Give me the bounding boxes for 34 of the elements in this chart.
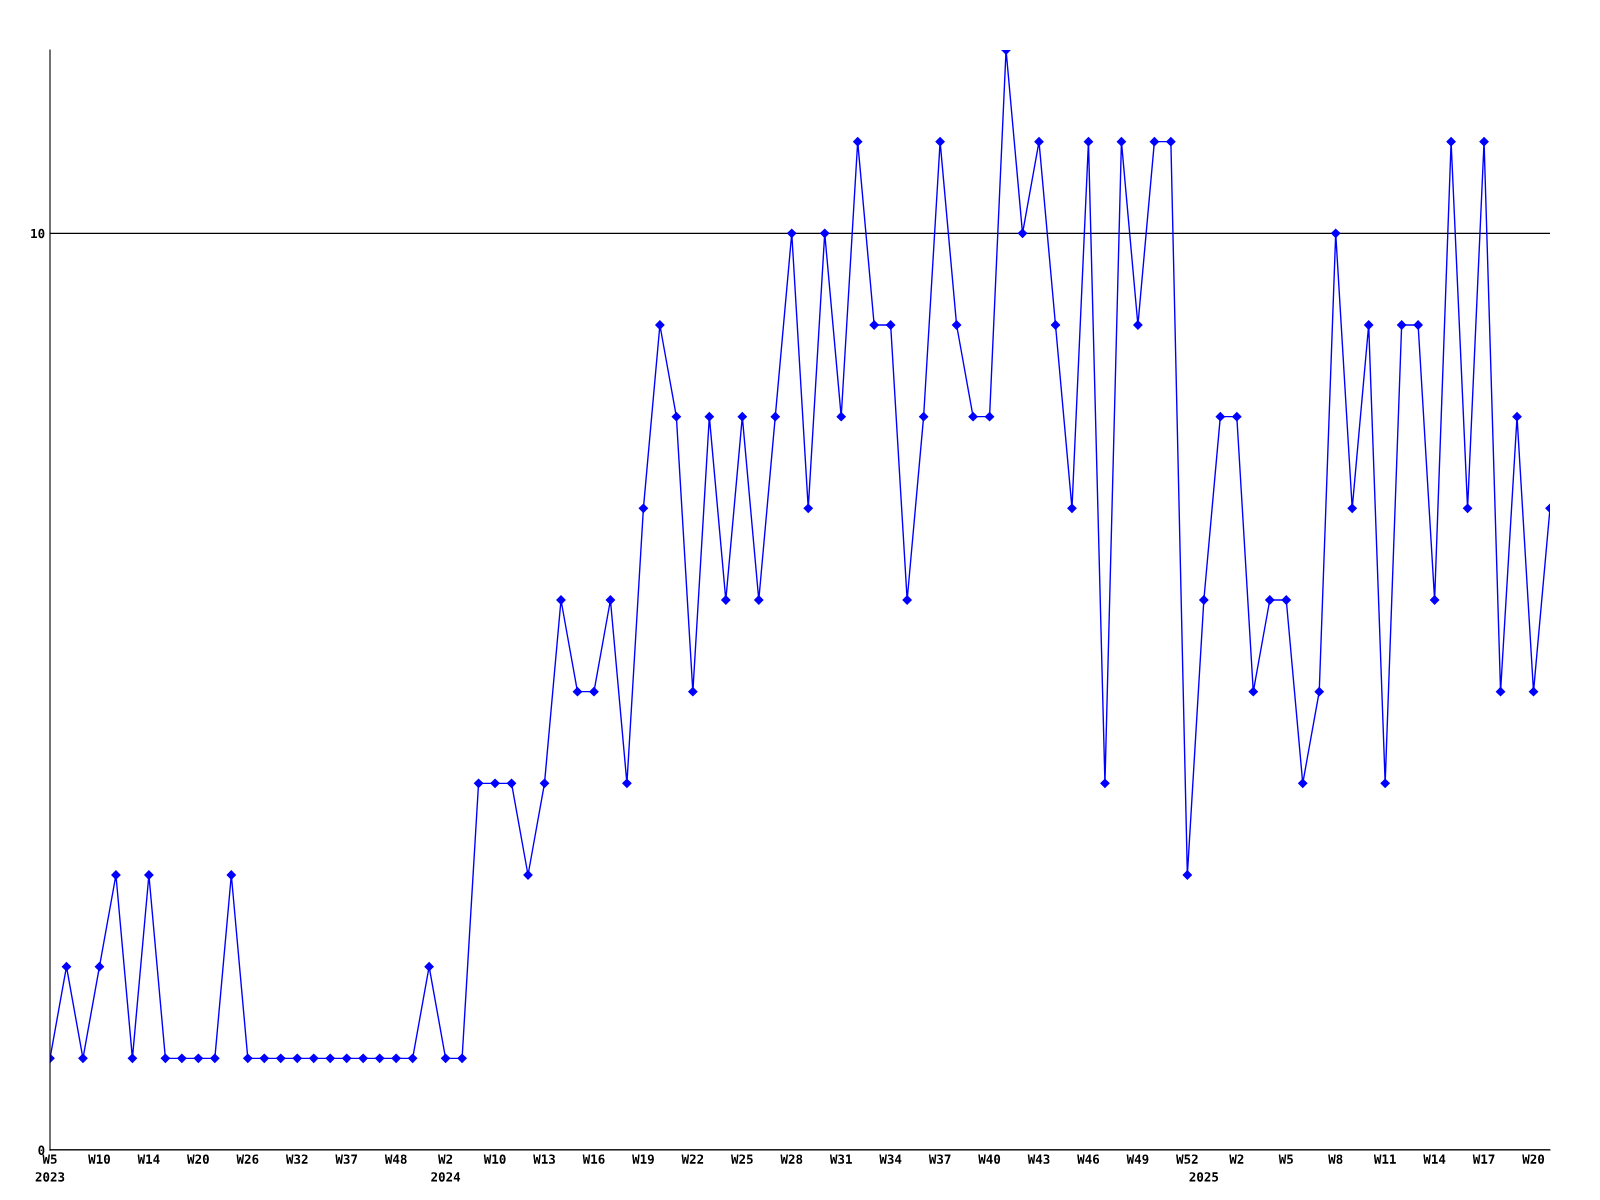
x-tick-label: W19: [632, 1154, 654, 1164]
x-tick-label: W37: [335, 1154, 358, 1164]
x-tick-label: W26: [236, 1154, 259, 1164]
y-tick-label: 0: [38, 1145, 45, 1155]
x-tick-label: W49: [1126, 1154, 1149, 1164]
x-tick-label: W2: [1229, 1154, 1244, 1164]
x-tick-label: W46: [1077, 1154, 1100, 1164]
x-tick-label: W40: [978, 1154, 1001, 1164]
y-tick-label: 10: [31, 228, 45, 239]
x-tick-label: W28: [780, 1154, 803, 1164]
x-tick-label: W31: [829, 1154, 852, 1164]
x-tick-label: W2 2024: [431, 1154, 461, 1182]
x-tick-label: W22: [681, 1154, 704, 1164]
x-tick-label: W32: [285, 1154, 308, 1164]
x-tick-label: W5 2023: [35, 1154, 65, 1182]
x-tick-label: W34: [879, 1154, 902, 1164]
x-tick-label: W52: [1176, 1154, 1198, 1164]
x-tick-label: W16: [582, 1154, 605, 1164]
x-tick-label: W8: [1328, 1154, 1343, 1164]
x-tick-label: W5: [1278, 1154, 1293, 1164]
x-tick-label: W13: [533, 1154, 555, 1164]
x-tick-label: W14: [137, 1154, 160, 1164]
x-tick-label: W10: [483, 1154, 506, 1164]
x-tick-label: W10: [88, 1154, 110, 1164]
x-tick-label: W48: [384, 1154, 407, 1164]
x-tick-label: W20: [1522, 1154, 1545, 1164]
x-tick-label: W43: [1027, 1154, 1050, 1164]
x-tick-label: W11: [1373, 1154, 1396, 1164]
x-tick-label: W37: [928, 1154, 951, 1164]
x-tick-label: W17: [1472, 1154, 1495, 1164]
x-tick-label: W25: [731, 1154, 753, 1164]
x-tick-label: W20: [187, 1154, 209, 1164]
x-tick-label: 2025: [1189, 1172, 1219, 1182]
x-tick-label: W14: [1423, 1154, 1446, 1164]
